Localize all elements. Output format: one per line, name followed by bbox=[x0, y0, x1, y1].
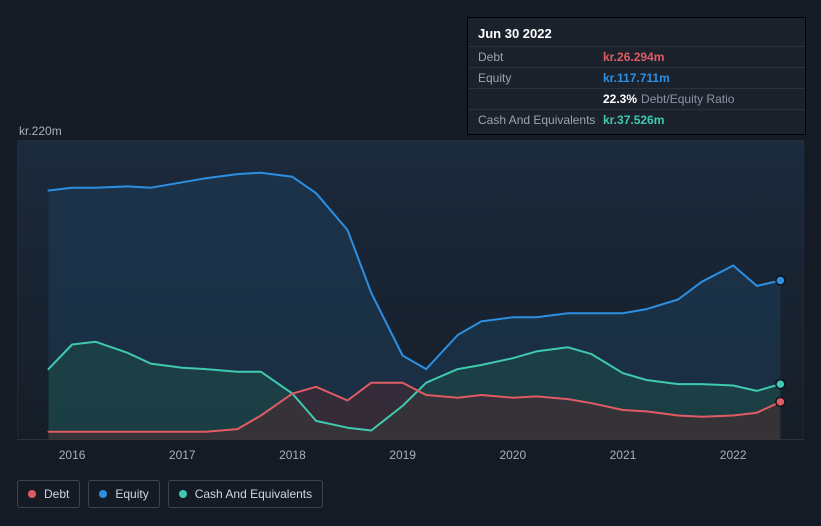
legend-item-debt[interactable]: Debt bbox=[17, 480, 80, 508]
tooltip-row: 22.3%Debt/Equity Ratio bbox=[468, 88, 805, 109]
legend-item-cash-and-equivalents[interactable]: Cash And Equivalents bbox=[168, 480, 323, 508]
tooltip-label: Equity bbox=[478, 71, 603, 85]
chart-legend: Debt Equity Cash And Equivalents bbox=[17, 480, 323, 508]
tooltip-row: Debtkr.26.294m bbox=[468, 46, 805, 67]
x-axis-label: 2019 bbox=[389, 448, 416, 462]
x-axis-label: 2020 bbox=[499, 448, 526, 462]
tooltip-row: Equitykr.117.711m bbox=[468, 67, 805, 88]
x-axis-label: 2018 bbox=[279, 448, 306, 462]
tooltip-value: kr.117.711m bbox=[603, 71, 670, 85]
x-axis-label: 2016 bbox=[59, 448, 86, 462]
tooltip-value: kr.37.526m bbox=[603, 113, 664, 127]
tooltip-label: Cash And Equivalents bbox=[478, 113, 603, 127]
tooltip-value: kr.26.294m bbox=[603, 50, 664, 64]
x-axis-label: 2021 bbox=[610, 448, 637, 462]
tooltip-label: Debt bbox=[478, 50, 603, 64]
x-axis: 2016 2017 2018 2019 2020 2021 2022 bbox=[17, 448, 804, 468]
tooltip-value: 22.3%Debt/Equity Ratio bbox=[603, 92, 734, 106]
legend-dot bbox=[179, 490, 187, 498]
legend-item-equity[interactable]: Equity bbox=[88, 480, 159, 508]
legend-label: Equity bbox=[115, 487, 148, 501]
tooltip-date: Jun 30 2022 bbox=[468, 22, 805, 46]
tooltip-row: Cash And Equivalentskr.37.526m bbox=[468, 109, 805, 130]
legend-label: Debt bbox=[44, 487, 69, 501]
legend-label: Cash And Equivalents bbox=[195, 487, 312, 501]
legend-dot bbox=[28, 490, 36, 498]
tooltip-label bbox=[478, 92, 603, 106]
x-axis-label: 2017 bbox=[169, 448, 196, 462]
y-axis-max-label: kr.220m bbox=[19, 124, 62, 138]
x-axis-label: 2022 bbox=[720, 448, 747, 462]
legend-dot bbox=[99, 490, 107, 498]
chart-plot-area[interactable] bbox=[17, 140, 804, 440]
chart-tooltip: Jun 30 2022 Debtkr.26.294mEquitykr.117.7… bbox=[467, 17, 806, 135]
